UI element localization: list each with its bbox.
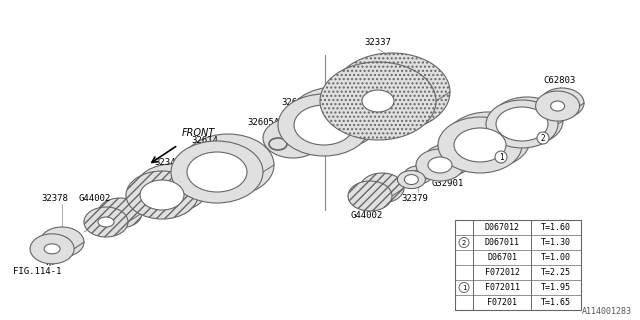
Ellipse shape	[404, 166, 432, 184]
Ellipse shape	[436, 152, 460, 168]
Text: 32379: 32379	[401, 194, 428, 203]
Text: F072012: F072012	[484, 268, 520, 277]
Ellipse shape	[376, 81, 408, 103]
Ellipse shape	[278, 94, 370, 156]
FancyBboxPatch shape	[455, 220, 581, 310]
Text: G32901: G32901	[432, 179, 464, 188]
Text: 32613: 32613	[282, 98, 308, 107]
Text: 32614: 32614	[330, 87, 356, 97]
Circle shape	[537, 132, 549, 144]
Text: D52803: D52803	[514, 100, 546, 109]
Ellipse shape	[140, 180, 184, 210]
Ellipse shape	[187, 152, 247, 192]
Text: T=1.30: T=1.30	[541, 238, 571, 247]
Text: 32614: 32614	[191, 135, 218, 145]
Ellipse shape	[84, 207, 128, 237]
Text: T=1.95: T=1.95	[541, 283, 571, 292]
Text: G44002: G44002	[79, 194, 111, 203]
Text: A114001283: A114001283	[582, 307, 632, 316]
Ellipse shape	[136, 164, 208, 212]
Ellipse shape	[550, 101, 564, 111]
Ellipse shape	[171, 141, 263, 203]
Text: 32341: 32341	[155, 157, 181, 166]
Ellipse shape	[334, 53, 450, 131]
Ellipse shape	[286, 121, 318, 143]
Circle shape	[459, 237, 469, 247]
Ellipse shape	[536, 91, 580, 121]
Ellipse shape	[501, 104, 553, 138]
Circle shape	[495, 151, 507, 163]
Text: 2: 2	[462, 239, 466, 245]
Ellipse shape	[98, 198, 142, 228]
Ellipse shape	[496, 107, 548, 141]
Ellipse shape	[182, 134, 274, 196]
Ellipse shape	[295, 127, 309, 137]
Text: T=1.60: T=1.60	[541, 223, 571, 232]
Ellipse shape	[305, 98, 365, 138]
Ellipse shape	[438, 117, 522, 173]
Text: F072011: F072011	[484, 283, 520, 292]
Ellipse shape	[416, 149, 464, 181]
Text: 2: 2	[541, 133, 545, 142]
Text: FRONT: FRONT	[182, 128, 215, 138]
Ellipse shape	[404, 175, 419, 185]
Ellipse shape	[411, 170, 425, 180]
Ellipse shape	[454, 128, 506, 162]
Ellipse shape	[397, 171, 426, 188]
Text: T=1.65: T=1.65	[541, 298, 571, 307]
Ellipse shape	[462, 123, 514, 157]
Ellipse shape	[272, 112, 332, 152]
Ellipse shape	[348, 181, 392, 211]
Circle shape	[459, 283, 469, 292]
Ellipse shape	[491, 97, 563, 145]
Ellipse shape	[150, 173, 194, 203]
Ellipse shape	[40, 227, 84, 257]
Text: D067012: D067012	[484, 223, 520, 232]
Text: T=1.00: T=1.00	[541, 253, 571, 262]
Ellipse shape	[294, 105, 354, 145]
Text: G44002: G44002	[351, 211, 383, 220]
Text: 32337: 32337	[365, 37, 392, 46]
Ellipse shape	[428, 157, 452, 173]
Ellipse shape	[446, 112, 530, 168]
Text: 1: 1	[499, 153, 503, 162]
Text: D067011: D067011	[484, 238, 520, 247]
Ellipse shape	[30, 234, 74, 264]
Text: D06701: D06701	[487, 253, 517, 262]
Ellipse shape	[263, 118, 323, 158]
Text: 1: 1	[462, 284, 466, 291]
Ellipse shape	[286, 133, 300, 143]
Ellipse shape	[289, 87, 381, 149]
Ellipse shape	[198, 145, 258, 185]
Text: C62803: C62803	[544, 76, 576, 84]
Ellipse shape	[54, 237, 70, 247]
Ellipse shape	[424, 144, 472, 176]
Text: 32378: 32378	[42, 194, 68, 203]
Ellipse shape	[486, 100, 558, 148]
Ellipse shape	[98, 217, 114, 227]
Ellipse shape	[540, 88, 584, 118]
Text: 32605A: 32605A	[247, 117, 279, 126]
Ellipse shape	[126, 171, 198, 219]
Ellipse shape	[44, 244, 60, 254]
Text: T=2.25: T=2.25	[541, 268, 571, 277]
Ellipse shape	[362, 90, 394, 112]
Ellipse shape	[360, 173, 404, 203]
Ellipse shape	[555, 98, 569, 108]
Text: F07201: F07201	[487, 298, 517, 307]
Text: FIG.114-1: FIG.114-1	[13, 268, 61, 276]
Ellipse shape	[320, 62, 436, 140]
